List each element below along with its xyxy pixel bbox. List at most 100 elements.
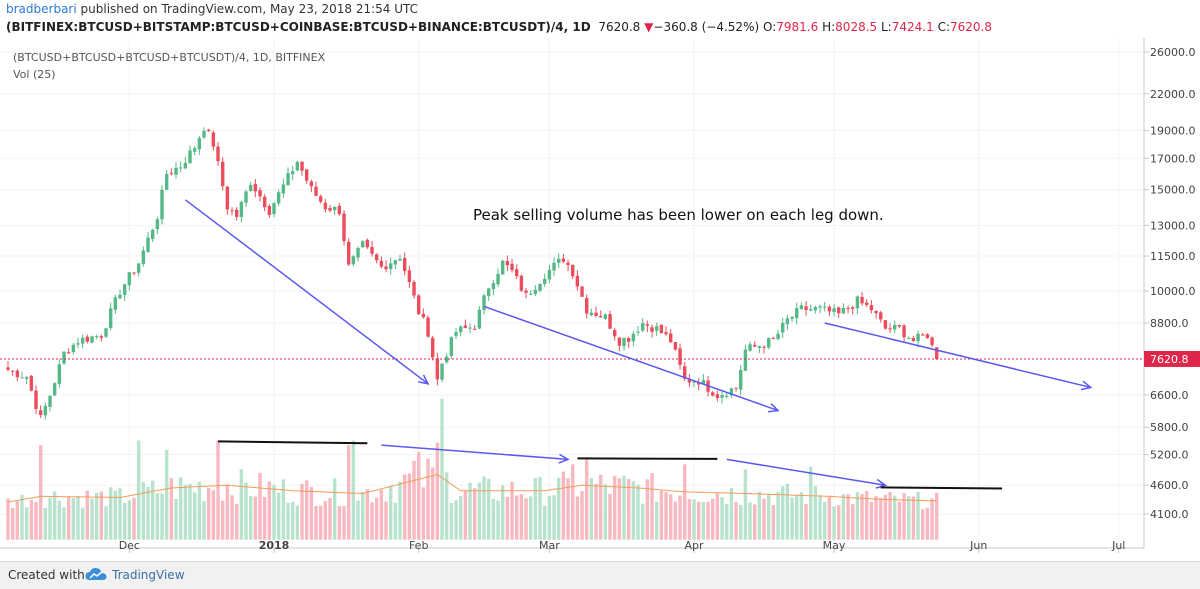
volume-bar bbox=[6, 499, 9, 540]
volume-bar bbox=[226, 484, 229, 539]
candle-body bbox=[492, 283, 495, 289]
x-tick-label: Feb bbox=[409, 539, 428, 552]
candle-body bbox=[263, 197, 266, 208]
volume-bar bbox=[800, 492, 803, 539]
volume-bar bbox=[538, 477, 541, 540]
candle-body bbox=[851, 307, 854, 309]
volume-bar bbox=[193, 492, 196, 539]
volume-bar bbox=[898, 502, 901, 540]
volume-bar bbox=[44, 508, 47, 540]
candle-body bbox=[244, 191, 247, 202]
y-tick-label: 4100.0 bbox=[1150, 508, 1189, 521]
volume-bar bbox=[216, 441, 219, 540]
price-chart[interactable]: 26000.022000.019000.017000.015000.013000… bbox=[0, 38, 1200, 560]
volume-bar bbox=[258, 473, 261, 540]
candle-body bbox=[44, 406, 47, 415]
volume-bar bbox=[25, 507, 28, 539]
candle-body bbox=[510, 264, 513, 270]
volume-bar bbox=[884, 495, 887, 540]
volume-bar bbox=[440, 399, 443, 540]
volume-bar bbox=[67, 497, 70, 540]
candle-body bbox=[622, 338, 625, 346]
volume-bar bbox=[930, 498, 933, 539]
candle-body bbox=[837, 307, 840, 313]
candle-body bbox=[109, 308, 112, 328]
candle-body bbox=[590, 313, 593, 315]
volume-bar bbox=[762, 499, 765, 540]
candle-body bbox=[324, 203, 327, 209]
volume-bar bbox=[585, 459, 588, 539]
candle-body bbox=[156, 219, 159, 229]
tradingview-link[interactable]: TradingView bbox=[112, 568, 185, 582]
volume-bar bbox=[650, 473, 653, 539]
candle-body bbox=[725, 396, 728, 397]
candle-body bbox=[459, 326, 462, 332]
volume-bar bbox=[95, 493, 98, 540]
volume-bar bbox=[725, 504, 728, 540]
volume-bar bbox=[422, 487, 425, 539]
candle-body bbox=[580, 286, 583, 296]
volume-bar bbox=[870, 502, 873, 540]
y-tick-label: 17000.0 bbox=[1150, 152, 1196, 165]
candle-body bbox=[333, 207, 336, 211]
volume-bar bbox=[632, 481, 635, 539]
candle-body bbox=[846, 308, 849, 309]
legend-volume: Vol (25) bbox=[13, 68, 56, 81]
author-link[interactable]: bradberbari bbox=[6, 2, 77, 16]
tradingview-cloud-icon bbox=[84, 566, 108, 582]
candle-body bbox=[832, 308, 835, 312]
x-tick-label: Apr bbox=[685, 539, 705, 552]
volume-bar bbox=[576, 497, 579, 540]
candle-body bbox=[114, 297, 117, 309]
candle-body bbox=[282, 184, 285, 193]
candle-body bbox=[300, 162, 303, 171]
volume-bar bbox=[832, 506, 835, 539]
x-tick-label: 2018 bbox=[259, 539, 290, 552]
volume-bar bbox=[361, 492, 364, 540]
candle-body bbox=[842, 308, 845, 313]
candle-body bbox=[818, 306, 821, 307]
publish-line: bradberbari published on TradingView.com… bbox=[6, 2, 418, 16]
volume-bar bbox=[58, 501, 61, 540]
candle-body bbox=[296, 162, 299, 171]
candle-body bbox=[856, 297, 859, 309]
candle-body bbox=[380, 261, 383, 267]
candle-body bbox=[356, 248, 359, 257]
candle-body bbox=[81, 338, 84, 344]
volume-bar bbox=[534, 478, 537, 540]
candle-body bbox=[272, 203, 275, 214]
candle-body bbox=[636, 332, 639, 333]
volume-bar bbox=[72, 498, 75, 540]
candle-body bbox=[664, 332, 667, 334]
candle-body bbox=[669, 334, 672, 343]
candle-body bbox=[534, 290, 537, 294]
candle-body bbox=[814, 307, 817, 310]
change-value: −360.8 (−4.52%) bbox=[653, 20, 759, 34]
candle-body bbox=[907, 338, 910, 339]
candle-body bbox=[142, 250, 145, 264]
candle-body bbox=[338, 206, 341, 214]
candle-body bbox=[660, 325, 663, 333]
volume-bar bbox=[244, 482, 247, 539]
volume-bar bbox=[142, 482, 145, 540]
volume-bar bbox=[160, 493, 163, 539]
candle-body bbox=[347, 242, 350, 265]
legend-symbol: (BTCUSD+BTCUSD+BTCUSD+BTCUSDT)/4, 1D, BI… bbox=[13, 51, 326, 64]
candle-body bbox=[254, 184, 257, 192]
candle-body bbox=[198, 138, 201, 149]
candle-body bbox=[748, 344, 751, 350]
candle-body bbox=[221, 162, 224, 186]
candle-body bbox=[417, 295, 420, 314]
volume-bar bbox=[104, 506, 107, 539]
candle-body bbox=[258, 190, 261, 196]
candle-body bbox=[538, 284, 541, 291]
volume-bar bbox=[758, 492, 761, 540]
volume-bar bbox=[310, 487, 313, 540]
volume-bar bbox=[212, 490, 215, 539]
candle-body bbox=[753, 345, 756, 347]
volume-bar bbox=[464, 491, 467, 540]
level-segment bbox=[881, 487, 1002, 488]
volume-bar bbox=[492, 499, 495, 540]
high-value: 8028.5 bbox=[835, 20, 877, 34]
volume-bar bbox=[282, 479, 285, 539]
